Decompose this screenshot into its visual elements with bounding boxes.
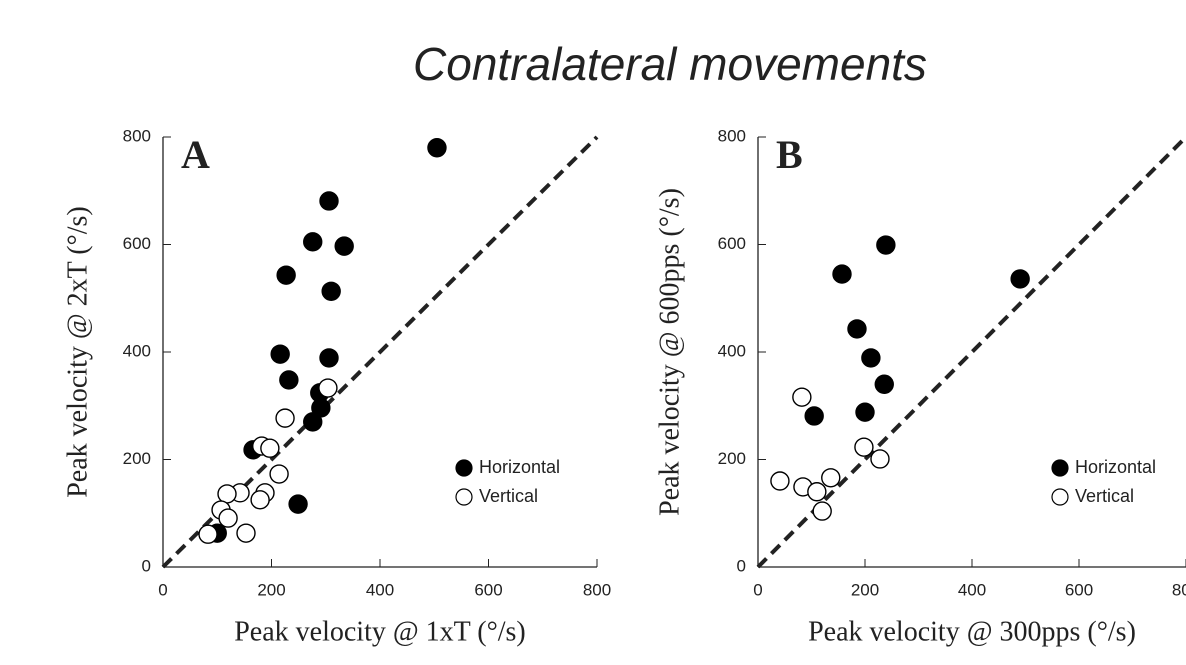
legend-label: Vertical [1075,486,1134,506]
data-point [260,438,280,458]
x-tick-label: 800 [583,580,611,599]
data-point [876,235,896,255]
x-tick-label: 200 [257,580,285,599]
y-axis-label: Peak velocity @ 2xT (°/s) [62,206,93,498]
legend-label: Horizontal [1075,457,1156,477]
legend-marker [1051,459,1069,477]
data-point [269,464,289,484]
data-point [198,524,218,544]
data-point [870,449,890,469]
data-point [318,378,338,398]
legend-label: Horizontal [479,457,560,477]
data-point [276,265,296,285]
data-point [279,370,299,390]
x-tick-label: 600 [474,580,502,599]
data-point [319,348,339,368]
data-point [854,437,874,457]
legend-marker [1051,488,1069,506]
data-point [288,494,308,514]
data-point [321,281,341,301]
data-point [821,468,841,488]
y-tick-label: 600 [718,234,746,253]
x-tick-label: 0 [158,580,167,599]
data-point [303,412,323,432]
y-tick-label: 0 [142,556,151,575]
y-tick-label: 600 [123,234,151,253]
x-tick-label: 0 [753,580,762,599]
data-point [861,348,881,368]
panel-label: B [776,132,803,177]
x-tick-label: 400 [958,580,986,599]
x-axis-label: Peak velocity @ 1xT (°/s) [234,616,526,647]
data-point [807,482,827,502]
data-point [250,490,270,510]
data-point [855,402,875,422]
x-tick-label: 200 [851,580,879,599]
data-point [218,508,238,528]
data-point [275,408,295,428]
data-point [874,374,894,394]
data-point [812,501,832,521]
legend-marker [455,488,473,506]
legend-marker [455,459,473,477]
data-point [427,138,447,158]
y-tick-label: 200 [123,449,151,468]
page-title: Contralateral movements [413,38,927,90]
data-point [303,232,323,252]
identity-line [756,135,1186,569]
legend-label: Vertical [479,486,538,506]
data-point [217,484,237,504]
panel-label: A [181,132,210,177]
data-point [319,191,339,211]
y-tick-label: 800 [123,126,151,145]
y-axis-label: Peak velocity @ 600pps (°/s) [654,188,685,516]
data-point [832,264,852,284]
x-tick-label: 600 [1065,580,1093,599]
data-point [1010,269,1030,289]
y-tick-label: 800 [718,126,746,145]
data-point [270,344,290,364]
data-point [804,406,824,426]
y-tick-label: 0 [737,556,746,575]
y-tick-label: 200 [718,449,746,468]
data-point [792,387,812,407]
data-point [770,471,790,491]
y-tick-label: 400 [123,341,151,360]
x-tick-label: 400 [366,580,394,599]
x-axis-label: Peak velocity @ 300pps (°/s) [808,616,1136,647]
data-point [334,236,354,256]
data-point [236,523,256,543]
y-tick-label: 400 [718,341,746,360]
x-tick-label: 800 [1172,580,1186,599]
data-point [847,319,867,339]
